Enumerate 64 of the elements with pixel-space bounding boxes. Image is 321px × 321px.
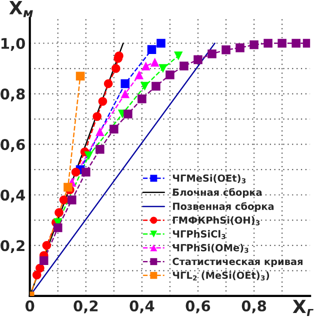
point: [208, 49, 216, 58]
point: [150, 58, 160, 67]
point: [39, 256, 48, 265]
legend-label: ЧГMeSi(OEt)$_{3}$: [172, 174, 246, 184]
point: [292, 38, 300, 48]
point: [250, 40, 258, 50]
point: [180, 62, 188, 70]
y-tick-label: 0,8: [0, 88, 25, 102]
y-tick-label: 0,6: [0, 139, 25, 152]
point: [302, 38, 310, 48]
point: [264, 38, 272, 48]
legend-label: Статистическая кривая: [172, 258, 302, 268]
y-tick-label: 0,4: [0, 190, 26, 202]
point: [67, 196, 76, 204]
y-axis-title: X$_{м}$: [9, 1, 33, 18]
point: [158, 64, 168, 73]
point: [84, 151, 94, 160]
point: [194, 55, 202, 64]
legend-label: ЧГL$_{2}$ (MeSi(OEt)$_{3}$): [172, 271, 270, 280]
y-tick-label: 1,0: [2, 38, 25, 51]
point: [156, 38, 166, 48]
point: [140, 82, 150, 91]
point: [96, 144, 104, 154]
legend-label: ЧГPhSiCl$_{3}$: [172, 230, 226, 240]
point: [147, 45, 156, 54]
x-tick-label: 0,6: [186, 300, 210, 314]
point: [166, 70, 174, 80]
y-tick-label: 0,2: [0, 240, 24, 254]
x-tick-label: 0: [25, 300, 34, 312]
point: [32, 270, 42, 280]
point: [64, 182, 72, 192]
point: [98, 96, 108, 106]
point: [152, 82, 160, 91]
x-axis-title: X$_{г}$: [292, 300, 314, 316]
x-tick-label: 0,2: [74, 300, 98, 314]
point: [42, 241, 52, 250]
point: [134, 70, 144, 80]
point: [53, 223, 62, 232]
legend-label: Позвенная сборка: [173, 202, 274, 212]
point: [120, 79, 130, 88]
point: [54, 208, 64, 217]
point: [111, 64, 120, 73]
point: [92, 112, 102, 121]
point: [76, 72, 85, 80]
x-tick-label: 0,8: [242, 300, 266, 314]
point: [236, 43, 244, 52]
point: [222, 45, 230, 54]
point: [59, 196, 68, 204]
point: [278, 38, 286, 48]
point: [104, 79, 113, 88]
point: [174, 51, 183, 60]
point: [110, 124, 118, 134]
x-tick-label: 0,4: [130, 300, 154, 314]
legend-label: Блочная сборка: [173, 188, 262, 198]
legend-label: ГМФКPhSi(OH)$_{3}$: [173, 216, 260, 226]
point: [141, 62, 150, 70]
legend-label: ЧГPhSi(OMe)$_{3}$: [172, 244, 248, 253]
point: [82, 168, 90, 177]
point: [120, 89, 130, 98]
point: [71, 168, 80, 177]
point: [124, 110, 132, 118]
point: [36, 264, 44, 273]
point: [96, 127, 104, 136]
point: [138, 94, 146, 104]
